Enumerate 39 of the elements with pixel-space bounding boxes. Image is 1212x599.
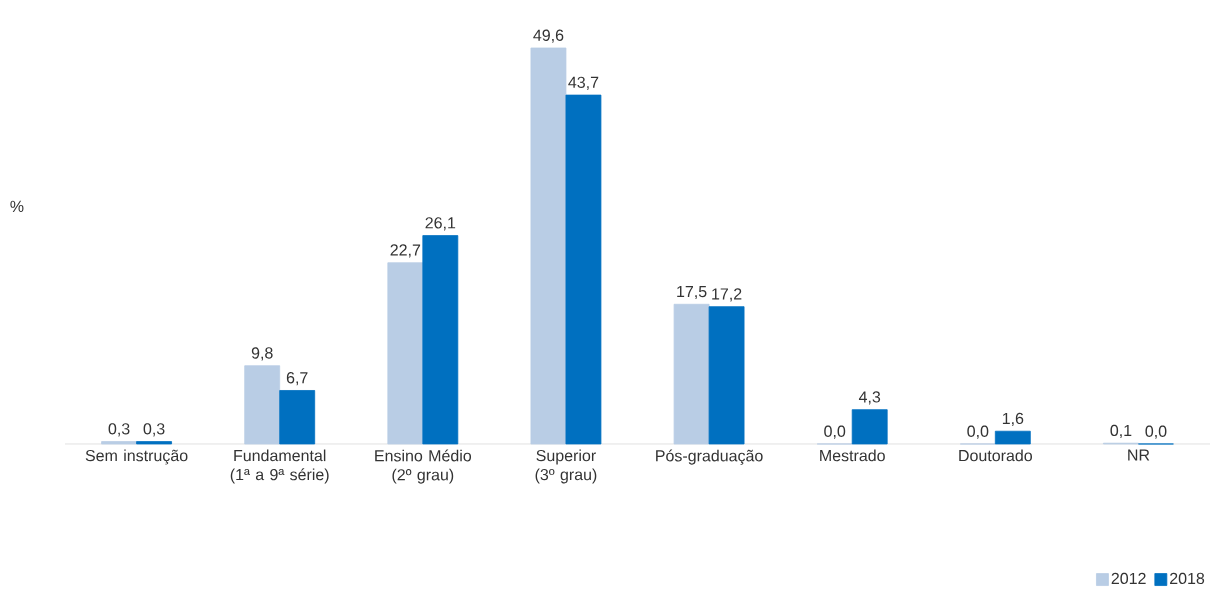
data-label: 4,3 bbox=[858, 391, 881, 405]
x-tick-label: Superior (3º grau) bbox=[535, 449, 597, 484]
data-label: 9,8 bbox=[251, 347, 273, 361]
bar bbox=[673, 303, 710, 445]
data-label: 0,3 bbox=[108, 423, 130, 437]
data-label: 0,0 bbox=[824, 425, 846, 439]
data-label: 0,1 bbox=[1110, 424, 1132, 438]
data-label: 0,0 bbox=[1145, 425, 1167, 439]
bar bbox=[851, 409, 888, 445]
data-label: 6,7 bbox=[286, 372, 308, 386]
data-label: 22,7 bbox=[390, 244, 421, 258]
x-tick-label: Doutorado bbox=[959, 449, 1033, 462]
bar bbox=[101, 441, 137, 445]
data-label: 17,5 bbox=[677, 286, 707, 300]
data-label: 0,3 bbox=[143, 423, 165, 437]
bar bbox=[136, 441, 172, 445]
x-tick-label: Pós-graduação bbox=[656, 449, 763, 465]
bar bbox=[708, 306, 745, 445]
legend-label: 2012 bbox=[1111, 572, 1146, 585]
bar bbox=[422, 235, 459, 445]
x-tick-label: Mestrado bbox=[820, 449, 885, 462]
y-axis-title: % bbox=[10, 200, 24, 212]
data-label: 17,2 bbox=[712, 288, 742, 302]
bar bbox=[387, 262, 424, 445]
x-tick-label: Fundamental (1ª a 9ª série) bbox=[230, 449, 329, 484]
bar bbox=[994, 430, 1031, 445]
data-label: 0,0 bbox=[967, 425, 989, 439]
legend-label: 2018 bbox=[1170, 572, 1205, 585]
bar bbox=[530, 47, 567, 445]
data-label: 49,6 bbox=[533, 29, 564, 43]
bar bbox=[279, 390, 316, 445]
x-tick-label: NR bbox=[1128, 449, 1150, 461]
data-label: 26,1 bbox=[425, 217, 456, 231]
data-label: 1,6 bbox=[1002, 412, 1024, 427]
bar bbox=[244, 365, 281, 445]
x-tick-label: Sem instrução bbox=[85, 449, 188, 465]
data-label: 43,7 bbox=[568, 76, 599, 90]
x-tick-label: Ensino Médio (2º grau) bbox=[375, 449, 472, 484]
bar bbox=[565, 94, 602, 445]
